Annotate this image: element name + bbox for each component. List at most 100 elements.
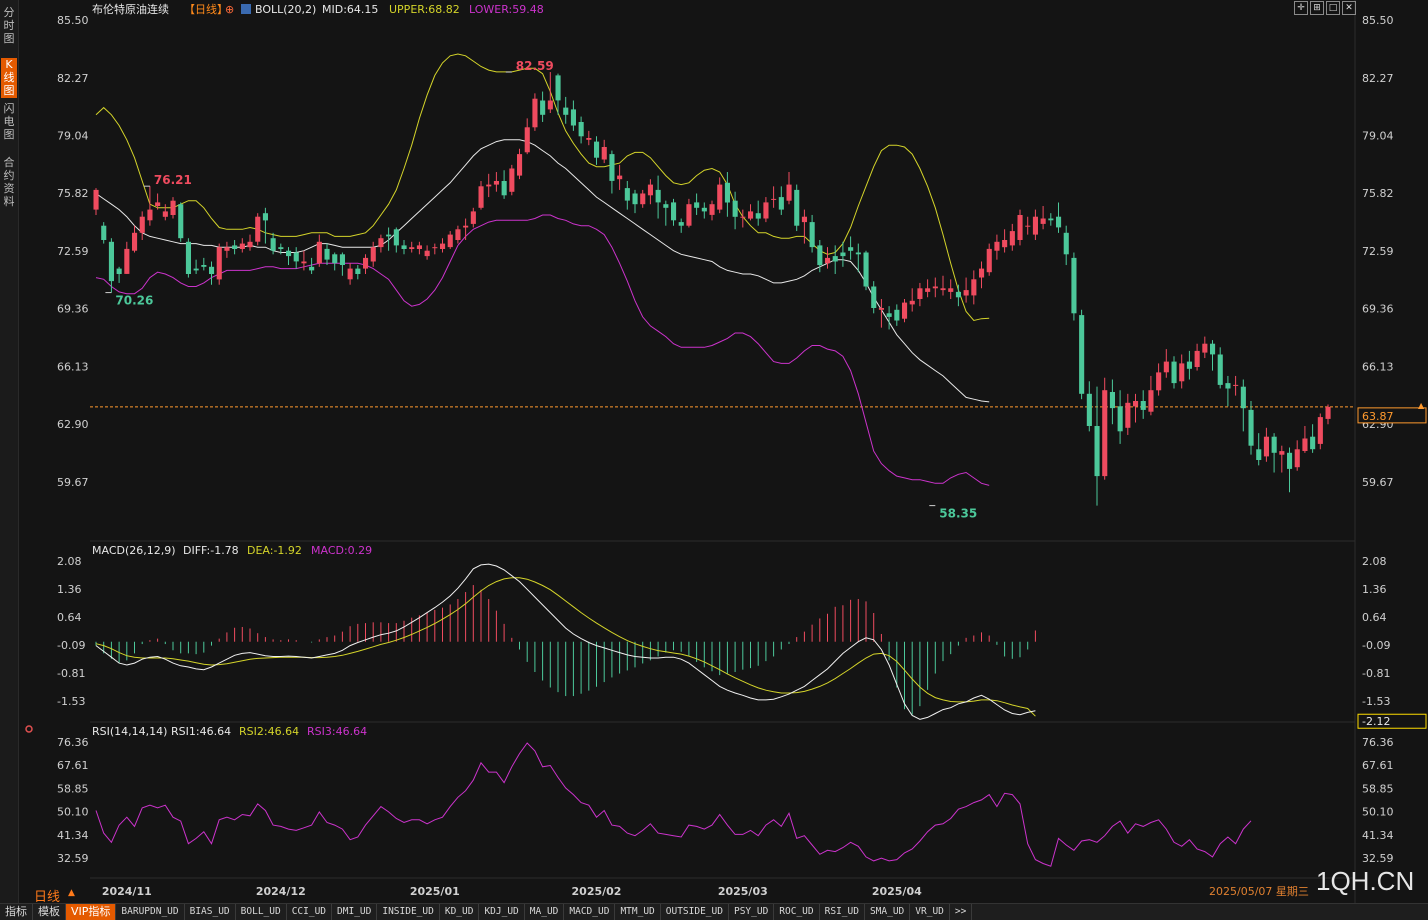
candle-body [339, 254, 345, 265]
candle-body [1302, 438, 1308, 451]
sidebar-tab-3[interactable]: 合约资料 [3, 156, 15, 208]
candle-body [193, 268, 199, 271]
rsi-tick-right: 32.59 [1362, 852, 1394, 865]
candle-body [224, 247, 230, 251]
candle-body [1210, 343, 1216, 355]
indicator-tab-boll-ud[interactable]: BOLL_UD [236, 904, 287, 920]
crosshair-date-label: 2025/05/07 星期三 [1207, 883, 1311, 899]
candle-body [147, 209, 153, 221]
indicator-tab-dmi-ud[interactable]: DMI_UD [332, 904, 378, 920]
candle-body [786, 184, 792, 201]
candle-body [386, 234, 392, 237]
price-tick-right: 82.27 [1362, 72, 1394, 85]
candle-body [578, 122, 584, 137]
candle-body [971, 279, 977, 296]
boll-label: BOLL(20,2) [255, 3, 316, 16]
x-axis-label: 2025/04 [872, 885, 922, 898]
candle-body [863, 252, 869, 287]
indicator-tab-inside-ud[interactable]: INSIDE_UD [377, 904, 440, 920]
candle-body [1002, 240, 1008, 248]
price-tick-left: 72.59 [57, 245, 89, 258]
indicator-tab-kdj-ud[interactable]: KDJ_UD [479, 904, 525, 920]
indicator-tab--[interactable]: 模板 [33, 904, 66, 920]
extreme-label-high: 82.59 [516, 59, 554, 73]
candle-body [170, 200, 176, 215]
rsi-tick-right: 76.36 [1362, 736, 1394, 749]
candle-body [316, 241, 322, 264]
indicator-tab-bias-ud[interactable]: BIAS_UD [185, 904, 236, 920]
maximize-icon[interactable]: □ [1326, 1, 1340, 15]
indicator-tab-barupdn-ud[interactable]: BARUPDN_UD [116, 904, 185, 920]
macd-dea-value: DEA:-1.92 [247, 544, 302, 557]
candle-body [278, 247, 284, 249]
candle-body [239, 243, 245, 249]
sidebar-tab-0[interactable]: 分时图 [3, 6, 15, 45]
indicator-tab-cci-ud[interactable]: CCI_UD [287, 904, 333, 920]
indicator-tab--[interactable]: 指标 [0, 904, 33, 920]
candle-body [1102, 390, 1108, 477]
macd-tick-right: -1.53 [1362, 695, 1390, 708]
candle-body [1048, 218, 1054, 221]
candle-body [1179, 363, 1185, 382]
macd-tick-right: 1.36 [1362, 583, 1387, 596]
extreme-label-high: 76.21 [154, 173, 192, 187]
indicator-tab-vr-ud[interactable]: VR_UD [910, 904, 950, 920]
candle-body [570, 109, 576, 126]
macd-macd-value: MACD:0.29 [311, 544, 372, 557]
candle-body [948, 288, 954, 292]
candle-body [1233, 384, 1239, 386]
candle-body [1148, 390, 1154, 412]
candle-body [955, 291, 961, 298]
price-tick-left: 66.13 [57, 360, 89, 373]
candle-body [709, 204, 715, 215]
grid-icon[interactable]: ⊞ [1310, 1, 1324, 15]
candle-body [162, 211, 168, 217]
indicator-tab--[interactable]: >> [950, 904, 973, 920]
candle-body [1071, 257, 1077, 314]
candle-body [740, 216, 746, 218]
candle-body [894, 309, 900, 321]
candle-body [1040, 218, 1046, 224]
indicator-tab-rsi-ud[interactable]: RSI_UD [820, 904, 865, 920]
candle-body [732, 200, 738, 217]
sidebar-tab-1[interactable]: K线图 [1, 58, 17, 98]
candle-body [209, 266, 215, 274]
candle-body [794, 189, 800, 226]
candle-body [124, 248, 130, 274]
candle-body [309, 266, 315, 271]
rsi-label: RSI(14,14,14) [92, 725, 167, 738]
candle-body [979, 268, 985, 278]
indicator-tab-psy-ud[interactable]: PSY_UD [729, 904, 775, 920]
close-icon[interactable]: ✕ [1342, 1, 1356, 15]
indicator-tab-outside-ud[interactable]: OUTSIDE_UD [661, 904, 729, 920]
candle-body [324, 248, 330, 260]
indicator-tab-mtm-ud[interactable]: MTM_UD [615, 904, 661, 920]
sidebar-tab-2[interactable]: 闪电图 [3, 102, 15, 141]
period-caret-icon[interactable]: ▲ [68, 888, 75, 898]
candle-body [563, 107, 569, 115]
indicator-tab-vip-[interactable]: VIP指标 [66, 904, 117, 920]
left-sidebar: 分时图 K线图闪电图合约资料 [0, 0, 19, 919]
candle-body [763, 202, 769, 219]
candle-body [232, 245, 238, 249]
candle-body [686, 204, 692, 226]
indicator-tab-macd-ud[interactable]: MACD_UD [564, 904, 616, 920]
period-label[interactable]: 日线 [34, 890, 61, 905]
indicator-tab-sma-ud[interactable]: SMA_UD [865, 904, 911, 920]
macd-tick-right: -0.81 [1362, 667, 1390, 680]
candle-body [678, 222, 684, 226]
indicator-tab-roc-ud[interactable]: ROC_UD [774, 904, 820, 920]
indicator-tab-kd-ud[interactable]: KD_UD [440, 904, 480, 920]
candle-body [848, 247, 854, 251]
candle-body [216, 247, 222, 280]
candle-body [932, 286, 938, 289]
crosshair-icon[interactable]: ✛ [1294, 1, 1308, 15]
macd-dea-line [95, 577, 1036, 717]
rsi-line [95, 742, 1252, 867]
macd-tick-left: 0.64 [57, 611, 82, 624]
candle-body [1310, 436, 1316, 450]
candle-body [101, 225, 107, 240]
macd-tick-left: -0.81 [57, 667, 85, 680]
indicator-tab-ma-ud[interactable]: MA_UD [525, 904, 565, 920]
